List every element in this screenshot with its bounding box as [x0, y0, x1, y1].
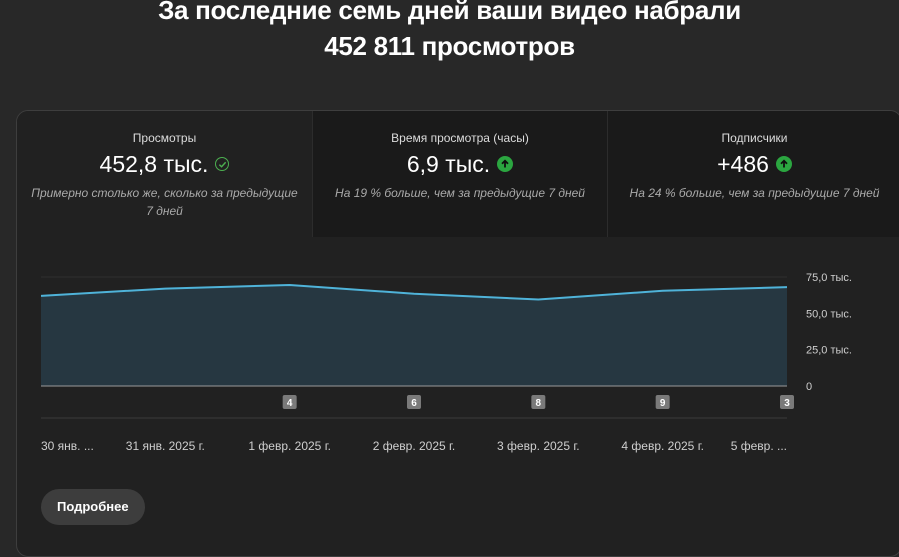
marker-label: 9 [660, 398, 666, 409]
arrow-up-circle-icon [776, 156, 792, 172]
analytics-card: Просмотры 452,8 тыс. Примерно столько же… [16, 110, 899, 557]
metric-value: +486 [717, 150, 769, 178]
x-tick-label: 30 янв. ... [41, 439, 94, 453]
metric-note: На 19 % больше, чем за предыдущие 7 дней [323, 184, 597, 202]
metric-value: 452,8 тыс. [100, 150, 209, 178]
check-circle-icon [215, 157, 229, 171]
x-tick-label: 1 февр. 2025 г. [248, 439, 331, 453]
arrow-up-circle-icon [497, 156, 513, 172]
x-tick-label: 4 февр. 2025 г. [621, 439, 704, 453]
metric-tabs: Просмотры 452,8 тыс. Примерно столько же… [17, 111, 899, 237]
marker-label: 6 [411, 398, 417, 409]
headline-line-2: 452 811 просмотров [0, 28, 899, 64]
metric-value: 6,9 тыс. [407, 150, 490, 178]
views-chart: 75,0 тыс. 50,0 тыс. 25,0 тыс. 0 4 6 8 9 3 30 янв.… [17, 237, 899, 457]
y-tick-label: 50,0 тыс. [806, 308, 852, 320]
more-details-button[interactable]: Подробнее [41, 489, 145, 525]
x-tick-label: 5 февр. ... [731, 439, 787, 453]
headline: За последние семь дней ваши видео набрал… [0, 0, 899, 64]
x-tick-label: 2 февр. 2025 г. [373, 439, 456, 453]
metric-tab-views[interactable]: Просмотры 452,8 тыс. Примерно столько же… [17, 111, 312, 237]
metric-note: На 24 % больше, чем за предыдущие 7 дней [618, 184, 891, 202]
marker-label: 4 [287, 398, 293, 409]
metric-tab-subscribers[interactable]: Подписчики +486 На 24 % больше, чем за п… [607, 111, 899, 237]
chart-svg: 75,0 тыс. 50,0 тыс. 25,0 тыс. 0 4 6 8 9 3 30 янв.… [17, 237, 899, 457]
headline-line-1: За последние семь дней ваши видео набрал… [0, 0, 899, 28]
y-tick-label: 0 [806, 381, 812, 393]
metric-note: Примерно столько же, сколько за предыдущ… [27, 184, 302, 220]
series-area [41, 285, 787, 386]
y-tick-label: 25,0 тыс. [806, 345, 852, 357]
x-tick-label: 3 февр. 2025 г. [497, 439, 580, 453]
y-tick-label: 75,0 тыс. [806, 272, 852, 284]
metric-title: Время просмотра (часы) [323, 130, 597, 146]
metric-tab-watch-time[interactable]: Время просмотра (часы) 6,9 тыс. На 19 % … [312, 111, 607, 237]
marker-label: 8 [536, 398, 542, 409]
metric-title: Подписчики [618, 130, 891, 146]
x-tick-label: 31 янв. 2025 г. [126, 439, 205, 453]
metric-title: Просмотры [27, 130, 302, 146]
marker-label: 3 [784, 398, 790, 409]
